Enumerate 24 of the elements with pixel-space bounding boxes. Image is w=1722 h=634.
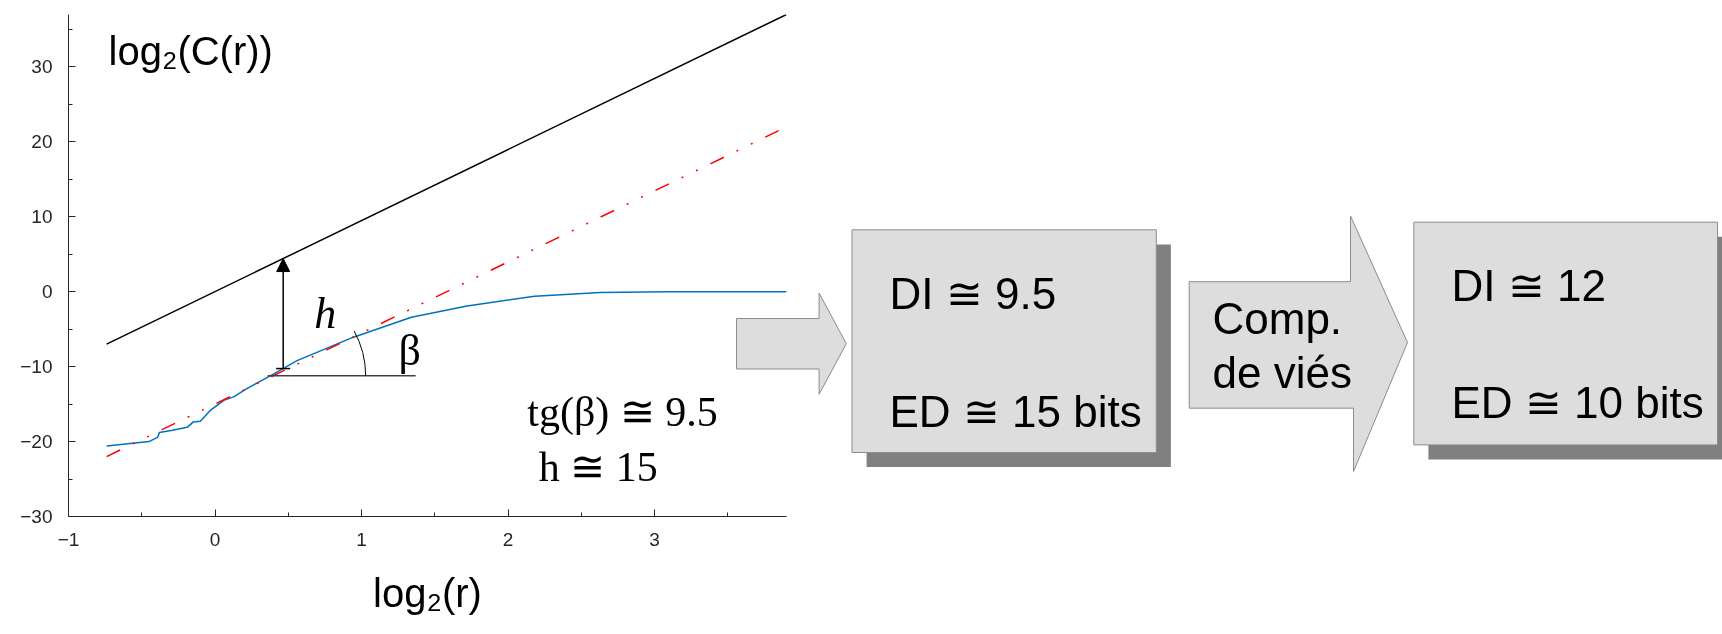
text: ED ≅ 10 bits xyxy=(1451,378,1704,427)
y-tick-label: 30 xyxy=(31,56,53,78)
line-series xyxy=(105,290,787,447)
x-tick-label: 2 xyxy=(502,528,514,550)
annotation: h ≅ 15 xyxy=(538,443,658,490)
annotation: tg(β) ≅ 9.5 xyxy=(527,389,718,437)
y-tick-label: 10 xyxy=(31,206,53,228)
text: DI ≅ 9.5 xyxy=(889,269,1057,318)
x-tick-label: 0 xyxy=(209,528,221,550)
text: ED ≅ 15 bits xyxy=(889,387,1142,436)
y-tick-label: −10 xyxy=(20,356,53,378)
y-axis-title: log₂(C(r)) xyxy=(108,28,273,73)
y-tick-label: −20 xyxy=(20,431,53,453)
x-tick-label: 3 xyxy=(649,528,660,550)
text: Comp. de viés xyxy=(1212,293,1352,398)
y-tick-label: 0 xyxy=(41,281,53,303)
x-axis-title: log₂(r) xyxy=(373,570,482,615)
text: DI ≅ 12 xyxy=(1451,261,1606,310)
y-tick-label: 20 xyxy=(31,131,53,153)
y-tick-label: −30 xyxy=(20,506,53,527)
x-tick-label: −1 xyxy=(57,528,80,550)
x-tick-label: 1 xyxy=(356,528,367,550)
annotation: h xyxy=(314,289,337,339)
annotation: β xyxy=(398,326,421,376)
